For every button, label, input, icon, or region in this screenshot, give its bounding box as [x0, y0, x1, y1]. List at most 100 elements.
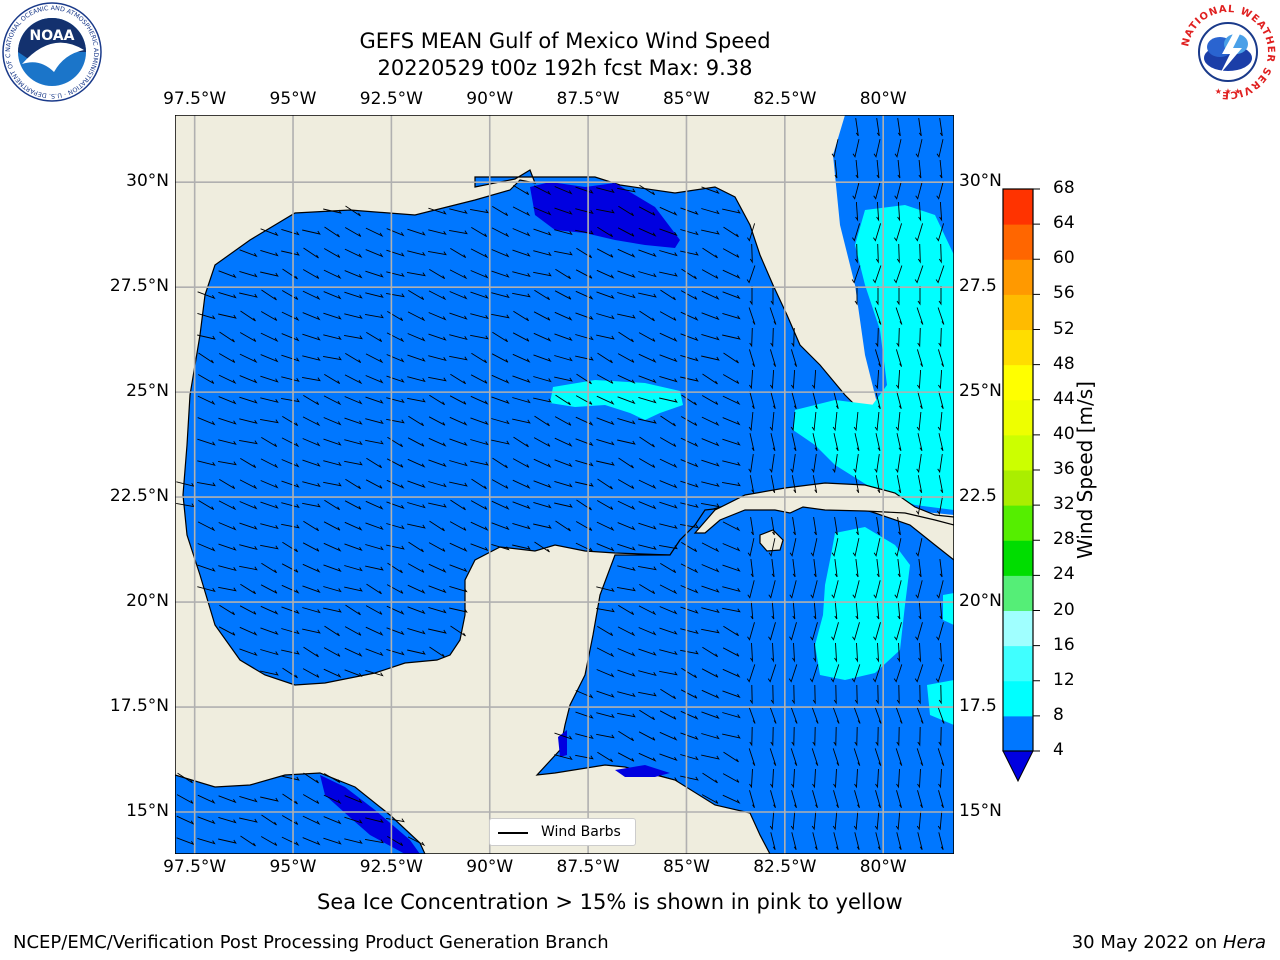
- wind-barb: [450, 499, 466, 511]
- wind-barb: [575, 355, 594, 361]
- calm-pacific: [320, 775, 420, 854]
- wind-barb: [833, 391, 839, 409]
- wind-barb: [449, 312, 468, 320]
- wind-barb: [875, 768, 879, 789]
- wind-barb: [239, 522, 258, 530]
- wind-barb: [701, 628, 720, 634]
- wind-barb: [218, 460, 237, 466]
- wind-barb: [638, 691, 657, 697]
- legend-label: Wind Barbs: [541, 824, 621, 840]
- wind-barb: [282, 541, 298, 553]
- wind-barb: [747, 223, 756, 242]
- wind-barb: [197, 794, 216, 804]
- lon-tick-top: 92.5°W: [359, 89, 423, 109]
- wind-barb: [722, 564, 741, 572]
- wind-barb: [617, 353, 635, 363]
- wind-barb: [575, 334, 594, 341]
- lat-tick-right: 15°N: [959, 801, 1002, 821]
- wind-barb: [854, 286, 858, 306]
- wind-barb: [722, 269, 741, 279]
- wind-barb: [875, 286, 879, 306]
- lon-tick-bottom: 80°W: [859, 857, 907, 877]
- wind-barb: [554, 376, 573, 382]
- wind-barb: [617, 227, 635, 237]
- wind-barb: [281, 584, 300, 594]
- wind-barb: [596, 269, 615, 279]
- wind-barb: [768, 622, 776, 641]
- wind-barb: [896, 369, 901, 390]
- wind-barb: [893, 265, 903, 284]
- wind-barb: [324, 226, 340, 238]
- wind-barb: [491, 270, 510, 278]
- wind-barb: [239, 501, 258, 510]
- wind-barb: [302, 416, 321, 427]
- wind-barb: [302, 376, 321, 382]
- wind-barb: [660, 688, 676, 700]
- wind-barb: [750, 642, 754, 663]
- wind-barb: [638, 375, 657, 384]
- wind-barb: [659, 670, 678, 676]
- wind-barb: [660, 289, 676, 301]
- wind-barb: [791, 391, 797, 409]
- wind-barb: [855, 642, 859, 663]
- wind-barb: [748, 454, 754, 474]
- wind-barb: [218, 396, 237, 405]
- wind-barb: [830, 664, 840, 683]
- wind-barb: [407, 250, 426, 256]
- wind-barb: [638, 627, 657, 636]
- wind-barb: [660, 415, 676, 427]
- wind-barb: [750, 559, 754, 578]
- wind-barb: [260, 354, 279, 363]
- wind-barb: [428, 355, 447, 362]
- colorbar-tick-label: 4: [1053, 740, 1064, 760]
- wind-barb: [575, 312, 594, 320]
- wind-barb: [554, 333, 573, 341]
- wind-barb: [596, 395, 615, 405]
- wind-barb: [722, 460, 741, 466]
- wind-barb: [218, 439, 237, 445]
- wind-barb: [260, 544, 279, 550]
- wind-barb: [749, 243, 753, 264]
- wind-barb: [918, 559, 922, 578]
- calm-honduras: [615, 765, 670, 777]
- wind-barb: [533, 207, 552, 216]
- wind-barb: [722, 647, 740, 657]
- wind-barb: [281, 459, 300, 468]
- wind-barb: [281, 606, 300, 614]
- wind-barb: [512, 292, 531, 298]
- wind-barb: [813, 517, 817, 536]
- wind-barb: [365, 292, 384, 298]
- wind-barb: [554, 480, 573, 488]
- wind-barb: [302, 607, 321, 614]
- wind-barb: [749, 286, 753, 306]
- wind-barb: [365, 544, 384, 551]
- wind-barb: [407, 627, 426, 635]
- wind-barb: [770, 768, 774, 789]
- colorbar-tick-label: 28: [1053, 529, 1075, 550]
- wind-barb: [936, 139, 944, 158]
- wind-barb: [894, 181, 902, 200]
- wind-barb: [771, 559, 775, 578]
- wind-barb: [365, 565, 384, 571]
- wind-barb: [197, 816, 216, 825]
- wind-barb: [701, 711, 720, 719]
- wind-barb: [750, 600, 754, 620]
- wind-barb: [302, 585, 321, 593]
- wind-barb: [770, 433, 776, 452]
- wind-barb: [281, 228, 300, 236]
- wind-barb: [533, 376, 552, 383]
- wind-barb: [512, 522, 531, 530]
- wind-barb: [260, 649, 279, 656]
- wind-barb: [260, 458, 279, 469]
- wind-barb: [618, 457, 634, 469]
- wind-barb: [365, 838, 384, 844]
- wind-barb: [659, 375, 678, 383]
- wind-barb: [897, 517, 901, 536]
- wind-barb: [874, 307, 882, 325]
- wind-barb: [575, 229, 594, 235]
- colorbar-block: [1003, 470, 1033, 506]
- wind-barb: [407, 649, 426, 655]
- colorbar-block: [1003, 399, 1033, 436]
- wind-barb: [617, 500, 636, 511]
- wind-barb: [916, 454, 922, 474]
